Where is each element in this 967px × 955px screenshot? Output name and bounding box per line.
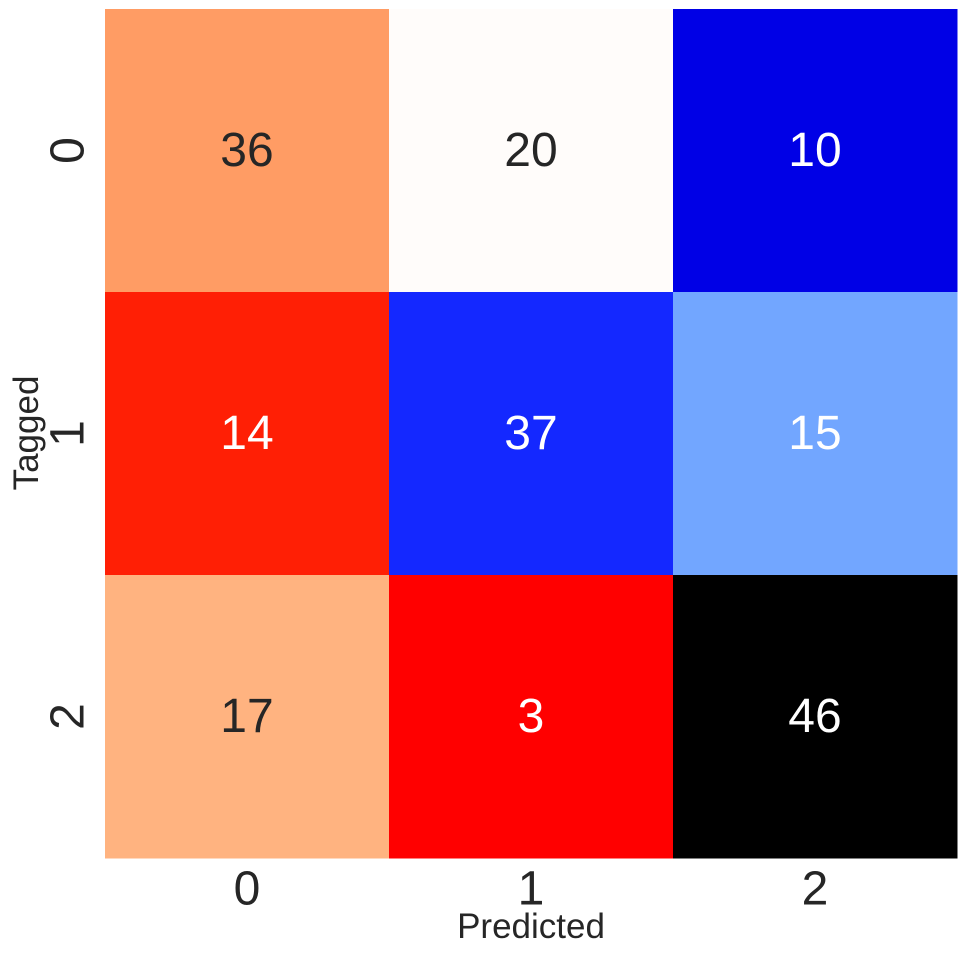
- x-axis-label: Predicted: [457, 907, 605, 946]
- heatmap-cells: [105, 9, 958, 859]
- cell-value-r1-c0: 14: [220, 407, 273, 460]
- x-tick-label-1: 1: [518, 863, 545, 916]
- cell-value-r2-c2: 46: [788, 690, 841, 743]
- y-tick-label-0: 0: [42, 137, 95, 164]
- heatmap-cell-r1-c2: [673, 292, 958, 576]
- cell-annotations: 36 20 10 14 37 15 17 3 46: [220, 124, 841, 743]
- cell-value-r1-c1: 37: [504, 407, 557, 460]
- cell-value-r2-c0: 17: [220, 690, 273, 743]
- x-tick-labels: 0 1 2: [234, 863, 829, 916]
- heatmap-cell-r2-c1: [389, 575, 674, 859]
- cell-value-r0-c2: 10: [788, 124, 841, 177]
- heatmap-cell-r2-c2: [673, 575, 958, 859]
- cell-value-r2-c1: 3: [518, 690, 545, 743]
- x-tick-label-0: 0: [234, 863, 261, 916]
- heatmap-cell-r2-c0: [105, 575, 390, 859]
- y-axis-label: Tagged: [7, 376, 46, 491]
- heatmap-cell-r0-c2: [673, 9, 958, 293]
- cell-value-r1-c2: 15: [788, 407, 841, 460]
- y-tick-label-2: 2: [42, 703, 95, 730]
- x-tick-label-2: 2: [802, 863, 829, 916]
- y-tick-labels: 0 1 2: [42, 137, 95, 730]
- y-tick-label-1: 1: [42, 420, 95, 447]
- heatmap-cell-r0-c0: [105, 9, 390, 293]
- heatmap-cell-r1-c0: [105, 292, 390, 576]
- cell-value-r0-c1: 20: [504, 124, 557, 177]
- heatmap-cell-r1-c1: [389, 292, 674, 576]
- cell-value-r0-c0: 36: [220, 124, 273, 177]
- heatmap-cell-r0-c1: [389, 9, 674, 293]
